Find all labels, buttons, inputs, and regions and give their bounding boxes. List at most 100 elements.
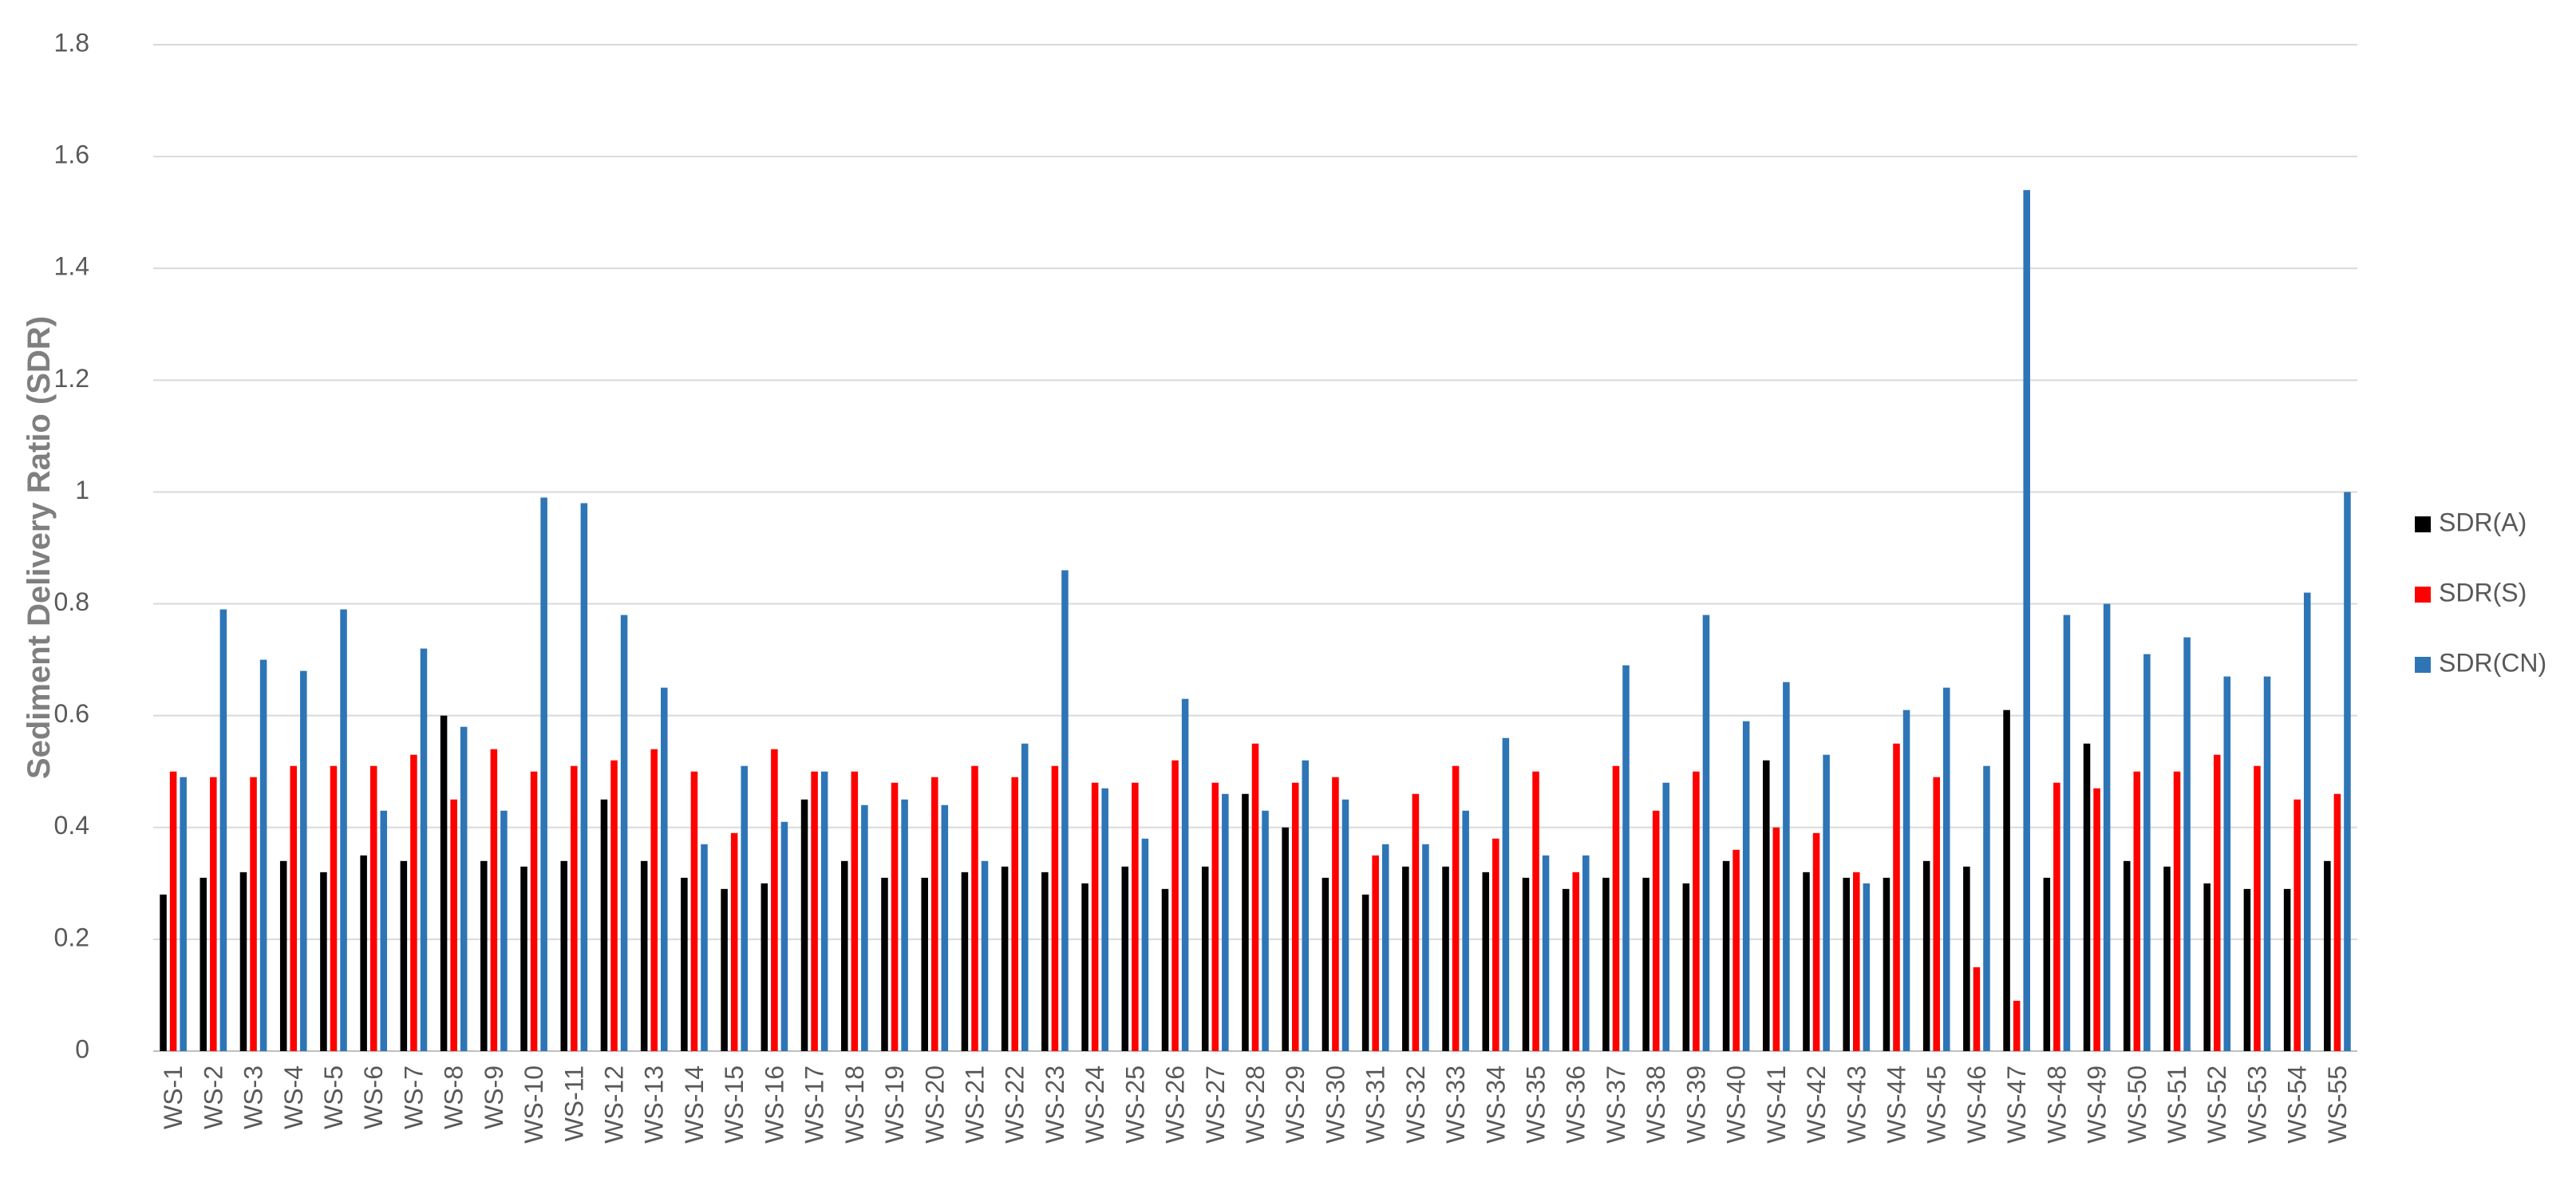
bar (1402, 866, 1409, 1051)
bar (1702, 615, 1710, 1051)
bar (1341, 799, 1349, 1051)
x-tick-label: WS-43 (1842, 1065, 1871, 1144)
bar (1482, 872, 1490, 1051)
bar (1803, 872, 1810, 1051)
bar (2294, 799, 2301, 1051)
bar (1772, 827, 1780, 1051)
bar (2344, 492, 2351, 1051)
bar (1742, 721, 1750, 1051)
bar (1452, 765, 1460, 1051)
bar (1532, 771, 1539, 1051)
bar (2333, 793, 2341, 1051)
legend-label: SDR(CN) (2439, 648, 2546, 677)
bar (1562, 888, 1570, 1051)
bar (1372, 855, 1379, 1051)
bar (2203, 883, 2211, 1051)
bar (160, 894, 167, 1051)
bar (200, 877, 207, 1051)
bar (2043, 877, 2051, 1051)
bar (1522, 877, 1530, 1051)
x-tick-label: WS-19 (880, 1065, 909, 1144)
bar (210, 777, 217, 1051)
x-tick-label: WS-41 (1762, 1065, 1791, 1144)
bar (1883, 877, 1891, 1051)
bar (1041, 872, 1049, 1051)
bar (701, 844, 708, 1051)
bar (620, 615, 628, 1051)
bar (1853, 872, 1860, 1051)
y-tick-label: 1.6 (54, 140, 89, 169)
x-tick-label: WS-28 (1241, 1065, 1270, 1144)
legend-label: SDR(S) (2439, 578, 2527, 607)
bar (1021, 743, 1029, 1051)
x-tick-label: WS-53 (2242, 1065, 2271, 1144)
bar (1502, 737, 1510, 1051)
bar (681, 877, 688, 1051)
x-tick-label: WS-6 (359, 1065, 388, 1129)
bar (1262, 810, 1269, 1051)
bar (300, 670, 307, 1051)
x-tick-label: WS-23 (1041, 1065, 1069, 1144)
x-tick-label: WS-7 (399, 1065, 428, 1129)
bar (180, 777, 187, 1051)
bar (650, 749, 658, 1051)
bar (1051, 765, 1059, 1051)
x-tick-label: WS-4 (279, 1065, 308, 1129)
x-tick-label: WS-18 (840, 1065, 869, 1144)
bar (1732, 849, 1740, 1051)
bar (1902, 710, 1910, 1051)
bar (811, 771, 818, 1051)
x-tick-label: WS-2 (199, 1065, 227, 1129)
bar (540, 497, 547, 1051)
y-tick-label: 0.6 (54, 699, 89, 728)
bar (2303, 592, 2311, 1051)
bar (2263, 676, 2271, 1051)
x-tick-label: WS-44 (1882, 1065, 1910, 1144)
bar (520, 866, 527, 1051)
bar (530, 771, 538, 1051)
bar (410, 754, 417, 1051)
x-tick-label: WS-46 (1962, 1065, 1991, 1144)
bar (1132, 782, 1139, 1051)
bar (1942, 687, 1950, 1051)
x-tick-label: WS-27 (1201, 1065, 1230, 1144)
x-tick-label: WS-47 (2002, 1065, 2031, 1144)
bar (1171, 760, 1179, 1051)
bar (250, 777, 257, 1051)
bar (1211, 782, 1219, 1051)
y-tick-label: 0 (75, 1034, 89, 1063)
x-tick-label: WS-29 (1281, 1065, 1310, 1144)
bar (1422, 844, 1429, 1051)
bar (1011, 777, 1018, 1051)
x-tick-label: WS-39 (1681, 1065, 1710, 1144)
bar (1101, 788, 1108, 1051)
bar (2324, 860, 2331, 1051)
bar (930, 777, 938, 1051)
bar (1642, 877, 1650, 1051)
bar (380, 810, 388, 1051)
y-tick-label: 0.2 (54, 923, 89, 951)
bar (1933, 777, 1940, 1051)
bar (640, 860, 648, 1051)
x-tick-label: WS-9 (480, 1065, 508, 1129)
bar (1242, 793, 1249, 1051)
bar (891, 782, 899, 1051)
bar (239, 872, 247, 1051)
bar (1332, 777, 1339, 1051)
bar (761, 883, 768, 1051)
bar (490, 749, 498, 1051)
bar (571, 765, 578, 1051)
bar (2213, 754, 2221, 1051)
bar (1602, 877, 1610, 1051)
bar (219, 609, 227, 1051)
bar (1091, 782, 1099, 1051)
bar (2183, 637, 2191, 1051)
x-tick-label: WS-17 (800, 1065, 829, 1144)
bar (921, 877, 928, 1051)
bar (1282, 827, 1289, 1051)
x-tick-label: WS-40 (1722, 1065, 1751, 1144)
y-tick-label: 1 (75, 476, 89, 504)
bar (851, 771, 859, 1051)
x-tick-label: WS-26 (1161, 1065, 1190, 1144)
